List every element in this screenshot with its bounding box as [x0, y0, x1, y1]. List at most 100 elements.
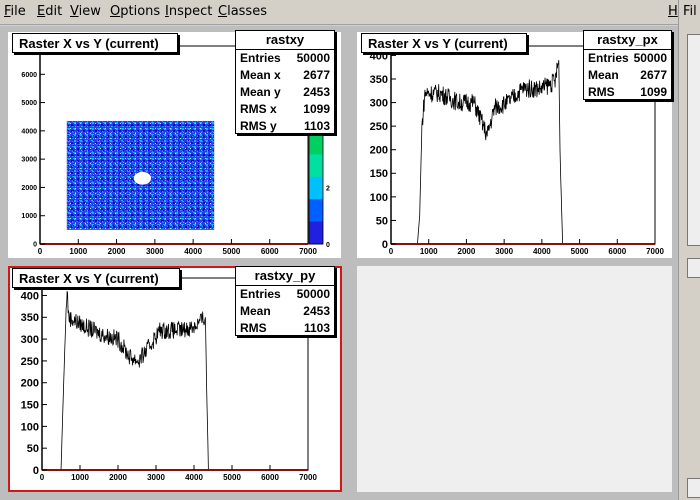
second-window-menu-file[interactable]: Fil — [683, 4, 697, 19]
rastxy-y-tick-label: 4000 — [21, 128, 37, 135]
rastxy-stats-box: rastxy Entries 50000 Mean x 2677 Mean y 2453 R… — [235, 30, 335, 134]
rastxy-px-y-tick-label: 400 — [370, 50, 388, 62]
rastxy-py-y-tick-label: 350 — [21, 312, 39, 324]
menu-file[interactable]: File — [4, 4, 26, 19]
pad-empty[interactable] — [357, 266, 672, 492]
rastxy-px-stat-value: 1099 — [640, 85, 667, 99]
rastxy-py-y-tick-label: 300 — [21, 334, 39, 346]
rastxy-px-stat-value: 50000 — [633, 51, 667, 65]
rastxy-py-y-tick-label: 400 — [21, 290, 39, 302]
rastxy-py-stat-row: Mean 2453 — [236, 303, 334, 320]
rastxy-x-tick-label: 5000 — [223, 247, 241, 256]
rastxy-color-scale-band — [309, 176, 323, 200]
rastxy-py-x-tick-label: 3000 — [147, 473, 165, 482]
rastxy-py-y-tick-label: 200 — [21, 378, 39, 390]
second-window-edge: Fil — [678, 0, 700, 500]
rastxy-stat-value: 2677 — [303, 68, 330, 82]
rastxy-y-tick-label: 0 — [33, 242, 37, 249]
menu-edit[interactable]: Edit — [37, 4, 63, 19]
rastxy-stat-row: RMS y 1103 — [236, 118, 334, 135]
rastxy-y-tick-label: 3000 — [21, 157, 37, 164]
rastxy-px-stat-label: RMS — [588, 85, 615, 99]
rastxy-py-x-tick-label: 0 — [40, 473, 45, 482]
rastxy-px-y-tick-label: 150 — [370, 168, 388, 180]
second-window-checkbox[interactable] — [687, 258, 700, 278]
rastxy-stats-rows: Entries 50000 Mean x 2677 Mean y 2453 RMS x 109… — [236, 50, 334, 135]
rastxy-x-tick-label: 6000 — [261, 247, 279, 256]
rastxy-py-stat-value: 2453 — [303, 304, 330, 318]
rastxy-py-stat-row: Entries 50000 — [236, 286, 334, 303]
rastxy-color-scale-band — [309, 154, 323, 178]
rastxy-px-y-tick-label: 300 — [370, 98, 388, 110]
rastxy-py-stat-value: 1103 — [303, 321, 330, 335]
rastxy-px-y-tick-label: 350 — [370, 74, 388, 86]
rastxy-py-x-tick-label: 2000 — [109, 473, 127, 482]
rastxy-py-x-tick-label: 1000 — [71, 473, 89, 482]
rastxy-stat-row: Entries 50000 — [236, 50, 334, 67]
rastxy-px-stat-value: 2677 — [640, 68, 667, 82]
rastxy-plot-area: 02 — [66, 120, 330, 249]
rastxy-px-x-tick-label: 2000 — [458, 247, 476, 256]
rastxy-stat-value: 2453 — [303, 85, 330, 99]
rastxy-y-tick-label: 1000 — [21, 213, 37, 220]
rastxy-y-tick-label: 2000 — [21, 185, 37, 192]
rastxy-stat-label: Mean y — [240, 85, 281, 99]
rastxy-px-chart: 0 1000 2000 3000 4000 5000 6000 7000 0 50 100 150 20… — [370, 45, 664, 256]
rastxy-px-stat-label: Mean — [588, 68, 619, 82]
rastxy-px-title-box: Raster X vs Y (current) — [361, 33, 527, 53]
second-window-field[interactable] — [687, 478, 700, 498]
rastxy-py-stat-label: Entries — [240, 287, 281, 301]
rastxy-px-x-tick-label: 4000 — [533, 247, 551, 256]
rastxy-color-scale-label: 0 — [326, 242, 330, 249]
rastxy-py-stats-box: rastxy_py Entries 50000 Mean 2453 RMS 1103 — [235, 266, 335, 336]
rastxy-color-scale-band — [309, 199, 323, 223]
rastxy-px-x-tick-label: 6000 — [608, 247, 626, 256]
rastxy-x-tick-label: 0 — [38, 247, 43, 256]
rastxy-chart: 02 0 1000 2000 3000 4000 5000 6000 700001000200… — [21, 45, 330, 256]
rastxy-px-stats-box: rastxy_px Entries 50000 Mean 2677 RMS 1099 — [583, 30, 672, 100]
rastxy-py-stats-rows: Entries 50000 Mean 2453 RMS 1103 — [236, 286, 334, 337]
menu-help[interactable]: H — [668, 4, 678, 19]
rastxy-stat-value: 1103 — [303, 119, 330, 133]
rastxy-py-x-tick-label: 5000 — [223, 473, 241, 482]
menu-options[interactable]: Options — [110, 4, 161, 19]
rastxy-px-y-tick-label: 100 — [370, 192, 388, 204]
rastxy-py-y-tick-label: 150 — [21, 399, 39, 411]
rastxy-stat-row: Mean y 2453 — [236, 84, 334, 101]
rastxy-title-box: Raster X vs Y (current) — [12, 33, 178, 53]
menu-inspect[interactable]: Inspect — [165, 4, 213, 19]
rastxy-py-stat-row: RMS 1103 — [236, 320, 334, 337]
rastxy-px-x-tick-label: 3000 — [495, 247, 513, 256]
rastxy-px-stat-row: RMS 1099 — [584, 84, 671, 99]
menu-classes[interactable]: Classes — [218, 4, 267, 19]
rastxy-py-y-tick-label: 100 — [21, 421, 39, 433]
second-window-panel — [687, 34, 700, 246]
rastxy-px-x-tick-label: 1000 — [420, 247, 438, 256]
rastxy-px-y-tick-label: 200 — [370, 145, 388, 157]
rastxy-x-tick-label: 7000 — [299, 247, 317, 256]
rastxy-stats-name: rastxy — [236, 31, 334, 50]
rastxy-px-stat-row: Mean 2677 — [584, 67, 671, 84]
rastxy-px-stats-name: rastxy_px — [584, 31, 671, 50]
rastxy-py-x-tick-label: 7000 — [299, 473, 317, 482]
rastxy-py-x-tick-label: 4000 — [185, 473, 203, 482]
rastxy-title: Raster X vs Y (current) — [19, 36, 159, 51]
pad-rastxy-py[interactable]: 0 1000 2000 3000 4000 5000 6000 7000 0 50 100 150 20… — [8, 266, 342, 492]
menu-view[interactable]: View — [70, 4, 101, 19]
rastxy-x-tick-label: 1000 — [69, 247, 87, 256]
rastxy-px-x-tick-label: 5000 — [571, 247, 589, 256]
rastxy-color-scale-label: 2 — [326, 185, 330, 192]
rastxy-color-scale-band — [309, 132, 323, 155]
rastxy-x-tick-label: 4000 — [184, 247, 202, 256]
rastxy-px-y-tick-label: 250 — [370, 121, 388, 133]
rastxy-py-stat-label: Mean — [240, 304, 271, 318]
rastxy-px-axes: 0 1000 2000 3000 4000 5000 6000 7000 0 50 100 150 20… — [370, 46, 664, 256]
rastxy-px-plot-area — [417, 60, 563, 245]
rastxy-py-stat-value: 50000 — [296, 287, 330, 301]
rastxy-py-profile-line — [60, 291, 209, 471]
rastxy-px-y-tick-label: 0 — [382, 239, 388, 251]
rastxy-py-x-tick-label: 6000 — [261, 473, 279, 482]
pad-rastxy-px[interactable]: 0 1000 2000 3000 4000 5000 6000 7000 0 50 100 150 20… — [357, 30, 672, 258]
